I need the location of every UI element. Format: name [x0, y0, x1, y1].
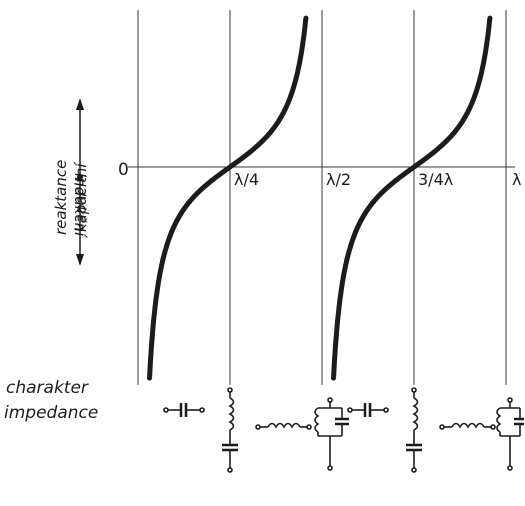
arrow-down-icon — [76, 254, 84, 266]
y-label-capacitive: kapacitní — [72, 162, 90, 232]
parallel-lc-symbol-2 — [496, 397, 524, 471]
series-lc-symbol-1 — [222, 387, 238, 473]
tick-label-half: λ/2 — [326, 170, 351, 189]
series-capacitor-symbol-1 — [163, 403, 205, 417]
series-inductor-symbol-1 — [255, 422, 312, 430]
reactance-curve-2 — [331, 15, 493, 381]
circuit-symbols — [163, 387, 524, 473]
impedance-label-line1: charakter — [6, 378, 89, 398]
y-label-reactance: reaktance — [52, 160, 70, 235]
y-arrows — [76, 98, 84, 266]
parallel-lc-symbol-1 — [314, 397, 349, 471]
series-inductor-symbol-2 — [439, 422, 496, 430]
reactance-curve-1 — [147, 15, 309, 381]
zero-label: 0 — [118, 160, 129, 180]
series-capacitor-symbol-2 — [347, 403, 389, 417]
arrow-up-icon — [76, 98, 84, 110]
tick-label-quarter: λ/4 — [234, 170, 259, 189]
impedance-label-line2: impedance — [4, 403, 98, 423]
tick-label-three-quarter: 3/4λ — [418, 170, 453, 189]
tick-label-full: λ — [512, 170, 521, 189]
series-lc-symbol-2 — [406, 387, 422, 473]
grid-lines — [137, 10, 507, 385]
